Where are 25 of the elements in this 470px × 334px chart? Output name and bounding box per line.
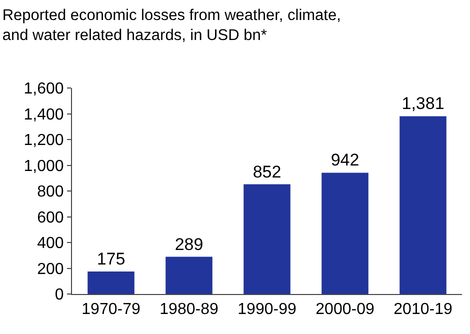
chart-title: Reported economic losses from weather, climate, and water related hazards, in USD bn* <box>2 7 341 44</box>
y-tick-label: 800 <box>37 184 64 201</box>
data-label: 942 <box>330 150 360 170</box>
y-tick-label: 1,000 <box>24 158 64 175</box>
y-tick-label: 1,600 <box>24 80 64 98</box>
data-label: 1,381 <box>402 94 444 114</box>
y-tick-label: 200 <box>37 260 64 278</box>
y-tick-label: 400 <box>37 235 64 252</box>
y-tick-label: 1,200 <box>24 132 64 150</box>
x-tick-label: 1970-79 <box>82 301 140 318</box>
y-tick-label: 1,400 <box>24 106 64 124</box>
bar <box>400 116 446 294</box>
y-tick-label: 600 <box>37 209 64 226</box>
data-label: 852 <box>252 162 282 182</box>
y-tick-label: 0 <box>54 286 64 304</box>
bar <box>88 271 134 294</box>
data-label: 289 <box>174 234 204 254</box>
bar <box>166 256 212 294</box>
bar <box>322 172 368 294</box>
x-tick-label: 1990-99 <box>238 301 296 318</box>
x-tick-label: 2000-09 <box>316 301 374 318</box>
x-tick-label: 2010-19 <box>394 301 452 318</box>
data-label: 175 <box>96 249 126 268</box>
bar <box>244 184 290 294</box>
x-tick-label: 1980-89 <box>160 301 218 318</box>
